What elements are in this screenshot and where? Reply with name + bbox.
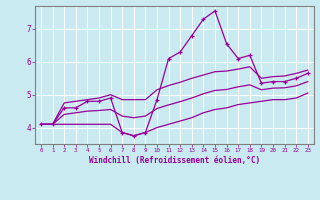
X-axis label: Windchill (Refroidissement éolien,°C): Windchill (Refroidissement éolien,°C)	[89, 156, 260, 165]
